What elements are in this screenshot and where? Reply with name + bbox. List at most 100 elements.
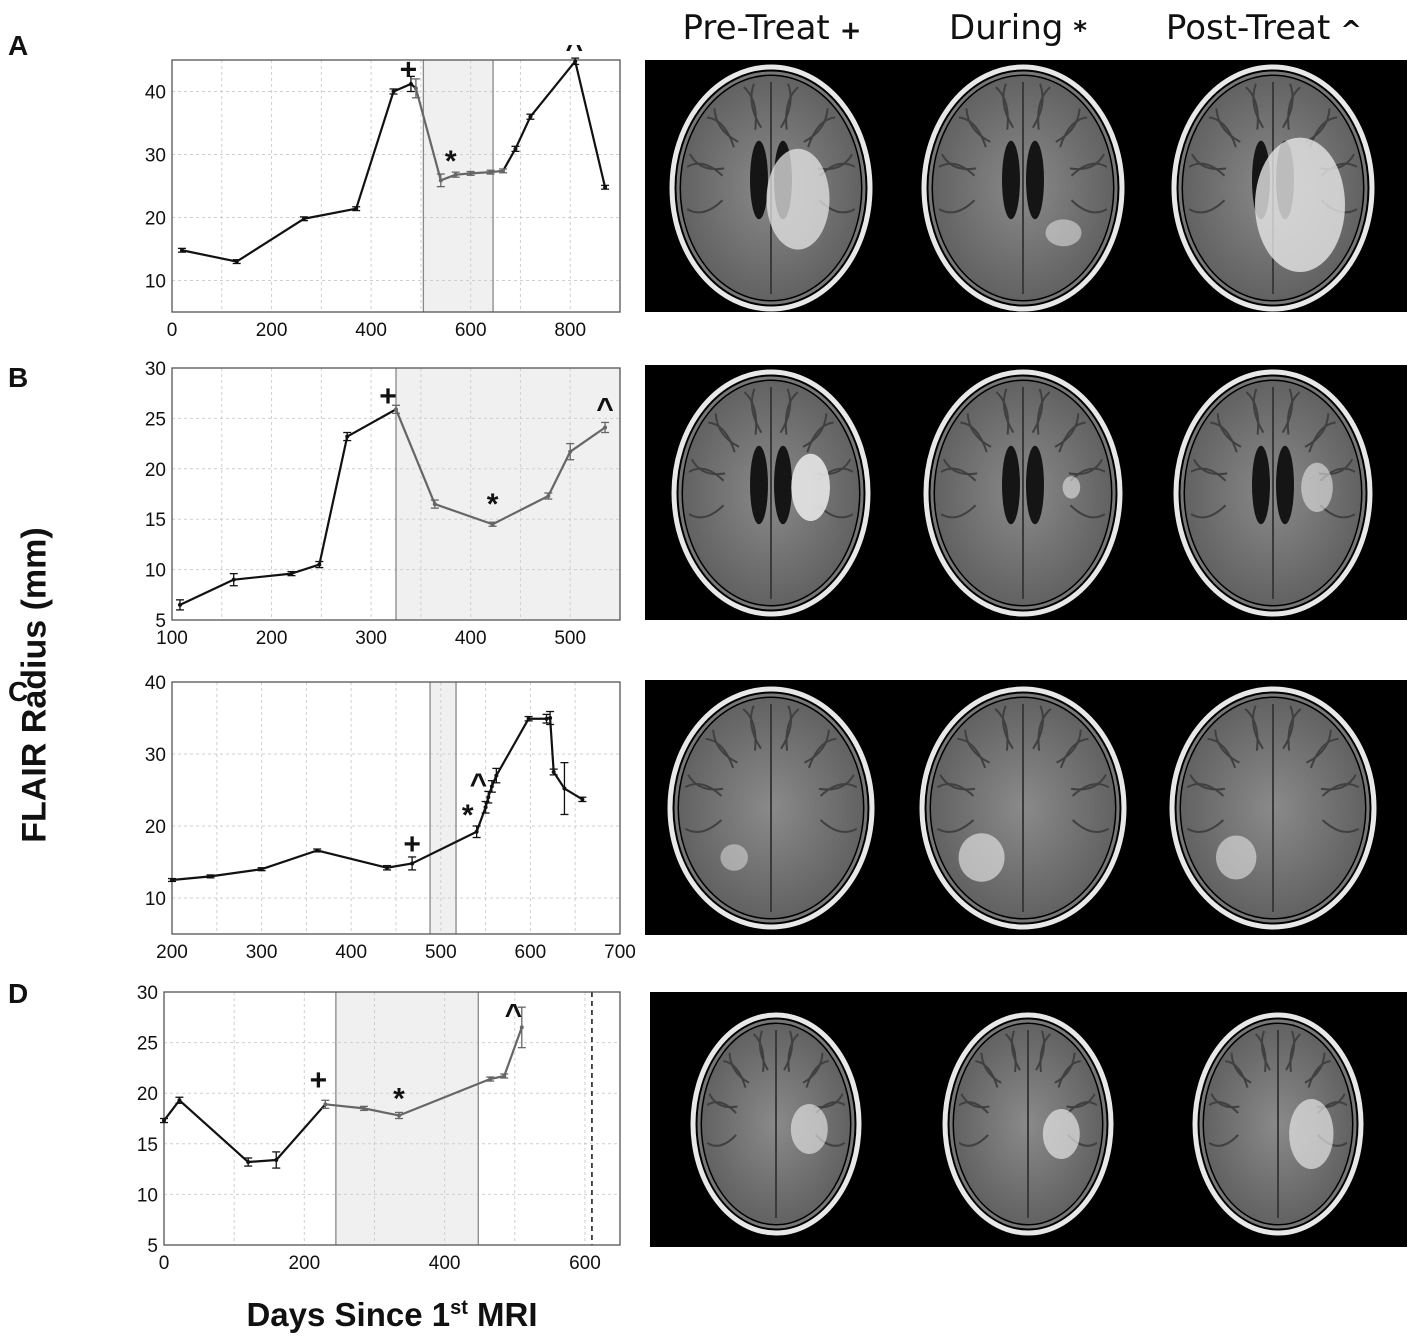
x-tick-label: 300 bbox=[246, 942, 278, 963]
data-point bbox=[562, 786, 567, 791]
sulcus bbox=[1069, 153, 1105, 171]
y-tick-label: 15 bbox=[137, 1135, 158, 1156]
sulcus bbox=[1188, 162, 1226, 177]
chart-panel-c: 200 300 400 500 600 700 10 20 30 40 + *^ bbox=[145, 673, 636, 963]
sulcus bbox=[1251, 705, 1264, 750]
series-line-segment bbox=[316, 849, 388, 869]
data-point bbox=[274, 1157, 279, 1162]
sulcus bbox=[1245, 391, 1260, 435]
series-line-segment bbox=[236, 217, 305, 263]
sulcus bbox=[742, 708, 757, 751]
series-line-segment bbox=[210, 868, 262, 878]
x-tick-label: 200 bbox=[288, 1253, 320, 1274]
scalp-layer bbox=[1178, 71, 1368, 305]
series-line-segment bbox=[492, 495, 549, 526]
scalp-layer bbox=[1180, 376, 1366, 610]
sulcus bbox=[779, 388, 792, 434]
x-tick-label: 400 bbox=[429, 1253, 461, 1274]
sulcus bbox=[1058, 421, 1086, 453]
mri-slice bbox=[671, 369, 871, 617]
series-line-segment bbox=[355, 91, 395, 210]
sulcus bbox=[1059, 737, 1089, 769]
hyperintense-lesion bbox=[1289, 1099, 1334, 1169]
data-point bbox=[361, 1106, 366, 1111]
timepoint-marker: * bbox=[393, 1082, 405, 1115]
sulcus bbox=[1067, 1101, 1098, 1114]
series-line-segment bbox=[233, 572, 292, 581]
column-header-label: Post-Treat bbox=[1165, 8, 1331, 48]
sulcus bbox=[1230, 1052, 1252, 1084]
hyperintense-lesion bbox=[766, 148, 830, 250]
sulcus bbox=[804, 729, 830, 764]
data-point bbox=[468, 171, 473, 176]
sulcus bbox=[1031, 83, 1044, 129]
data-point bbox=[580, 797, 585, 802]
sulcus bbox=[958, 116, 987, 148]
sulcus bbox=[723, 1060, 747, 1088]
sulcus bbox=[1069, 504, 1106, 519]
series-line-segment bbox=[475, 806, 487, 833]
axes-frame bbox=[171, 59, 621, 313]
sulcus bbox=[1055, 108, 1081, 143]
series-line-segment bbox=[455, 172, 471, 176]
sulcus bbox=[1289, 1033, 1302, 1072]
series-line-segment bbox=[489, 1074, 505, 1081]
sulcus bbox=[1070, 162, 1108, 177]
sulcus bbox=[1001, 705, 1014, 750]
sulcus bbox=[1186, 783, 1225, 797]
sulcus bbox=[1189, 774, 1226, 791]
data-point bbox=[568, 449, 573, 454]
series-line-segment bbox=[275, 1103, 327, 1161]
sulcus bbox=[938, 162, 976, 177]
y-tick-label: 25 bbox=[145, 409, 166, 430]
sulcus bbox=[708, 1093, 738, 1109]
panel-letter-b: B bbox=[8, 362, 29, 393]
chart-plot-area: 200 300 400 500 600 700 10 20 30 40 + *^ bbox=[145, 673, 636, 963]
sulcus bbox=[1210, 1093, 1240, 1109]
series-line-segment bbox=[393, 82, 412, 93]
data-point bbox=[385, 865, 390, 870]
y-tick-label: 25 bbox=[137, 1034, 158, 1055]
sulcus bbox=[750, 388, 763, 434]
sulcus bbox=[1004, 1033, 1017, 1072]
sulcus bbox=[1287, 708, 1302, 751]
scalp-layer bbox=[678, 376, 864, 610]
timepoint-marker: + bbox=[379, 380, 397, 413]
panel-letter-d: D bbox=[8, 978, 29, 1009]
y-tick-label: 10 bbox=[137, 1185, 158, 1206]
sulcus bbox=[1010, 1030, 1021, 1071]
sulcus bbox=[1002, 83, 1015, 129]
hyperintense-lesion bbox=[1255, 137, 1345, 272]
y-tick-label: 20 bbox=[145, 460, 166, 481]
sulcus bbox=[743, 86, 757, 130]
sulcus bbox=[960, 421, 988, 453]
sulcus bbox=[1321, 783, 1360, 797]
skull-outline bbox=[923, 369, 1123, 617]
sulcus bbox=[1054, 1052, 1076, 1084]
y-tick-label: 10 bbox=[145, 889, 166, 910]
data-point bbox=[345, 434, 350, 439]
sulcus bbox=[1039, 1033, 1052, 1072]
series-line-segment bbox=[414, 88, 442, 181]
sulcus bbox=[1190, 467, 1227, 482]
sulcus bbox=[1035, 1030, 1046, 1071]
series-line-segment bbox=[303, 207, 357, 220]
sulcus bbox=[980, 1052, 1002, 1084]
hyperintense-lesion bbox=[790, 1104, 828, 1154]
sulcus bbox=[1252, 388, 1265, 434]
data-point bbox=[301, 216, 306, 221]
sulcus bbox=[1071, 819, 1110, 833]
sulcus bbox=[1208, 116, 1237, 148]
timepoint-marker: + bbox=[310, 1064, 328, 1097]
skull-outline bbox=[671, 369, 871, 617]
x-tick-label: 400 bbox=[355, 320, 387, 340]
scalp-layer bbox=[1199, 1019, 1357, 1229]
mri-slice bbox=[942, 1012, 1114, 1236]
sulcus bbox=[686, 162, 724, 177]
data-point bbox=[528, 114, 533, 119]
chart-panel-b: 100 200 300 400 500 5 10 15 20 25 30 + * ^ bbox=[145, 359, 621, 649]
sulcus bbox=[960, 1093, 990, 1109]
data-point bbox=[483, 805, 488, 810]
sulcus bbox=[1188, 199, 1226, 214]
series-line-segment bbox=[470, 171, 491, 175]
